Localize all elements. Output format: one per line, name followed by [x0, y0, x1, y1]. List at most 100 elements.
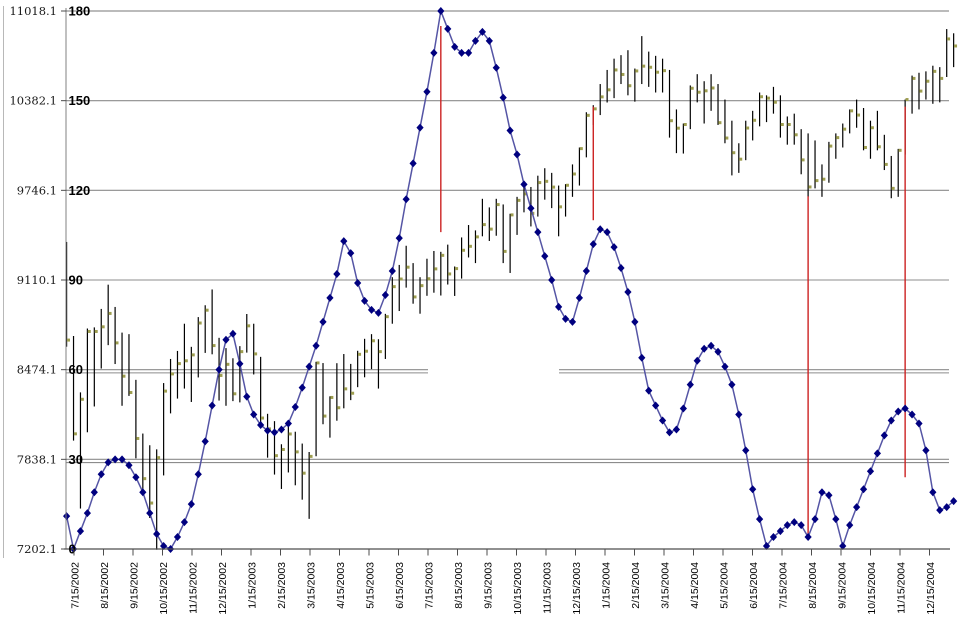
- indicator-marker: [423, 87, 431, 96]
- indicator-marker: [132, 473, 140, 482]
- indicator-marker: [631, 317, 639, 326]
- indicator-marker: [118, 455, 126, 464]
- indicator-marker: [485, 36, 493, 45]
- indicator-marker: [464, 48, 473, 57]
- close-marker: [67, 338, 70, 342]
- close-marker: [732, 151, 736, 155]
- close-marker: [288, 432, 292, 436]
- close-marker: [330, 395, 334, 399]
- close-marker: [309, 454, 313, 458]
- x-tick-label: 2/15/2003: [276, 562, 288, 609]
- indicator-marker: [208, 401, 216, 410]
- close-marker: [94, 329, 98, 333]
- indicator-marker: [499, 93, 507, 102]
- indicator-marker: [693, 356, 701, 365]
- indicator-marker: [298, 383, 306, 392]
- indicator-marker: [880, 431, 888, 440]
- close-marker: [261, 416, 265, 420]
- indicator-marker: [409, 159, 417, 168]
- close-marker: [205, 308, 209, 312]
- indicator-marker: [284, 419, 292, 428]
- close-marker: [468, 244, 472, 248]
- price-axis-label: 9746.1: [17, 183, 57, 197]
- close-marker: [697, 90, 701, 94]
- indicator-marker: [853, 503, 861, 512]
- close-marker: [406, 265, 410, 269]
- indicator-marker: [194, 470, 202, 479]
- close-marker: [295, 450, 299, 454]
- price-axis-label: 7202.1: [17, 542, 57, 556]
- indicator-marker: [762, 542, 771, 551]
- close-marker: [753, 118, 757, 122]
- close-marker: [919, 89, 923, 93]
- close-marker: [773, 100, 777, 104]
- indicator-marker: [652, 401, 660, 410]
- x-tick-label: 2/15/2004: [630, 562, 642, 609]
- x-tick-label: 10/15/2003: [512, 562, 524, 615]
- close-marker: [510, 213, 514, 217]
- indicator-marker: [527, 204, 535, 213]
- indicator-marker: [839, 542, 847, 551]
- x-tick-label: 6/15/2003: [394, 562, 406, 609]
- close-marker: [524, 192, 528, 196]
- indicator-marker: [548, 276, 556, 284]
- x-tick-label: 6/15/2004: [748, 562, 760, 609]
- indicator-marker: [832, 515, 840, 524]
- close-marker: [496, 203, 500, 207]
- close-marker: [940, 76, 944, 80]
- indicator-marker: [201, 437, 209, 446]
- close-marker: [413, 295, 417, 299]
- close-marker: [676, 126, 680, 130]
- close-marker: [954, 44, 958, 48]
- indicator-marker: [291, 403, 299, 412]
- indicator-marker: [333, 270, 341, 279]
- indicator-marker: [943, 503, 951, 512]
- indicator-axis-label: 180: [69, 4, 91, 19]
- indicator-marker: [638, 353, 646, 362]
- close-marker: [344, 387, 348, 391]
- close-marker: [212, 344, 216, 348]
- indicator-marker: [388, 267, 396, 276]
- close-marker: [87, 329, 91, 333]
- indicator-marker: [658, 416, 667, 425]
- indicator-marker: [783, 521, 791, 530]
- close-marker: [482, 223, 486, 227]
- x-tick-label: 10/15/2004: [866, 562, 878, 615]
- close-marker: [718, 121, 722, 125]
- indicator-marker: [270, 428, 279, 437]
- indicator-marker: [173, 533, 182, 542]
- x-tick-label: 5/15/2004: [719, 562, 731, 609]
- close-marker: [115, 341, 119, 345]
- close-marker: [129, 391, 133, 395]
- close-marker: [455, 267, 459, 271]
- indicator-marker: [624, 287, 632, 296]
- close-marker: [316, 361, 320, 365]
- close-marker: [600, 95, 604, 99]
- indicator-marker: [340, 237, 348, 246]
- close-marker: [947, 37, 951, 41]
- close-marker: [704, 89, 708, 93]
- indicator-marker: [950, 497, 958, 506]
- close-marker: [836, 136, 840, 140]
- close-marker: [358, 352, 362, 356]
- indicator-marker: [506, 126, 514, 135]
- indicator-marker: [180, 518, 189, 527]
- close-marker: [364, 349, 368, 353]
- close-marker: [822, 177, 826, 181]
- close-marker: [649, 65, 653, 69]
- close-marker: [642, 64, 646, 68]
- close-marker: [170, 372, 174, 376]
- close-marker: [850, 109, 854, 113]
- close-marker: [538, 181, 542, 185]
- close-marker: [392, 285, 396, 289]
- indicator-marker: [561, 314, 570, 323]
- x-tick-label: 10/15/2002: [158, 562, 170, 615]
- close-marker: [385, 315, 389, 319]
- close-marker: [399, 277, 403, 281]
- indicator-marker: [589, 240, 597, 249]
- x-tick-label: 8/15/2002: [99, 562, 111, 609]
- indicator-marker: [936, 506, 944, 515]
- close-marker: [815, 179, 819, 183]
- indicator-marker: [416, 123, 424, 132]
- close-marker: [863, 145, 867, 149]
